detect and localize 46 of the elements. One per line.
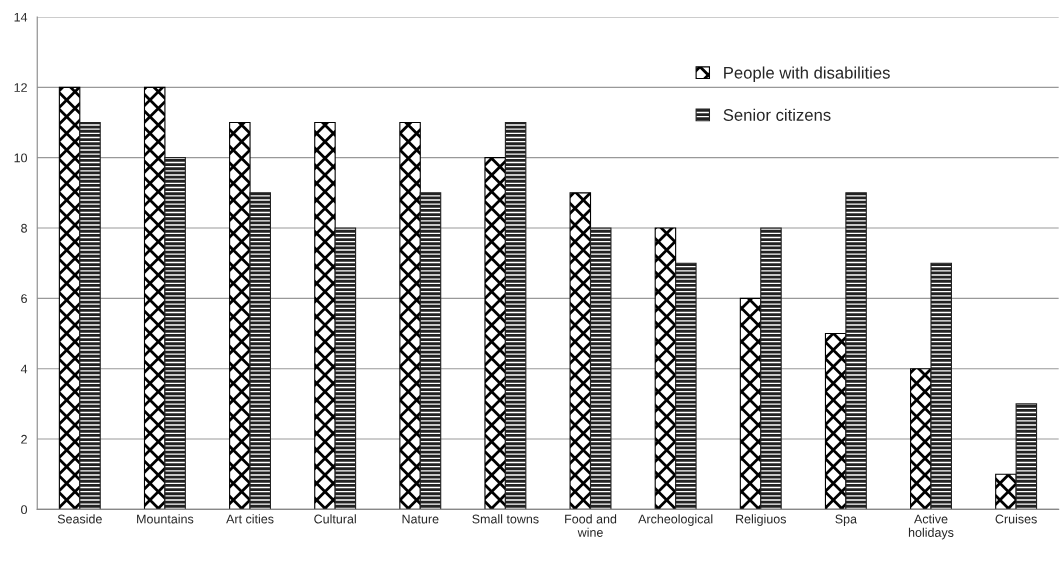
y-tick-label: 6 — [21, 294, 27, 304]
bar — [910, 368, 932, 510]
legend-label: People with disabilities — [724, 66, 890, 82]
y-tick-label: 14 — [14, 12, 28, 22]
x-tick-label: Active holidays — [908, 514, 954, 540]
bar — [675, 262, 697, 510]
bar — [824, 332, 847, 510]
y-tick-label: 10 — [14, 153, 28, 163]
y-tick-label: 8 — [21, 223, 27, 233]
bar — [399, 121, 421, 510]
bar — [484, 157, 506, 510]
bar — [569, 192, 592, 510]
x-tick-label: Food and wine — [565, 514, 617, 537]
x-tick-label: Religiuos — [736, 514, 787, 526]
bar — [164, 157, 186, 510]
x-tick-label: Art cities — [226, 514, 274, 524]
x-tick-label: Seaside — [57, 514, 102, 524]
bar — [654, 227, 677, 510]
bar — [419, 192, 442, 510]
y-tick-label: 0 — [21, 505, 28, 515]
y-tick-label: 4 — [20, 364, 28, 374]
x-tick-label: Spa — [835, 514, 857, 526]
x-tick-label: Small towns — [472, 514, 539, 524]
bar — [334, 227, 357, 510]
bar — [504, 121, 527, 510]
bar — [930, 262, 952, 510]
bar — [58, 86, 81, 510]
bar — [1015, 403, 1038, 510]
x-tick-label: Archeological — [638, 514, 713, 526]
legend-label: Senior citizens — [723, 108, 831, 121]
bar — [249, 192, 272, 510]
x-tick-label: Cruises — [995, 514, 1037, 524]
bar — [229, 121, 251, 510]
bar — [995, 473, 1017, 510]
bar — [314, 121, 336, 510]
bar — [760, 227, 782, 510]
y-tick-label: 2 — [21, 434, 27, 444]
bar — [79, 121, 101, 510]
y-tick-label: 12 — [14, 83, 27, 92]
x-tick-label: Cultural — [314, 514, 356, 524]
bar — [589, 227, 612, 510]
bar — [143, 86, 166, 510]
bar — [845, 192, 867, 510]
x-tick-label: Nature — [402, 514, 439, 524]
x-tick-label: Mountains — [137, 514, 194, 524]
bar — [739, 297, 762, 510]
